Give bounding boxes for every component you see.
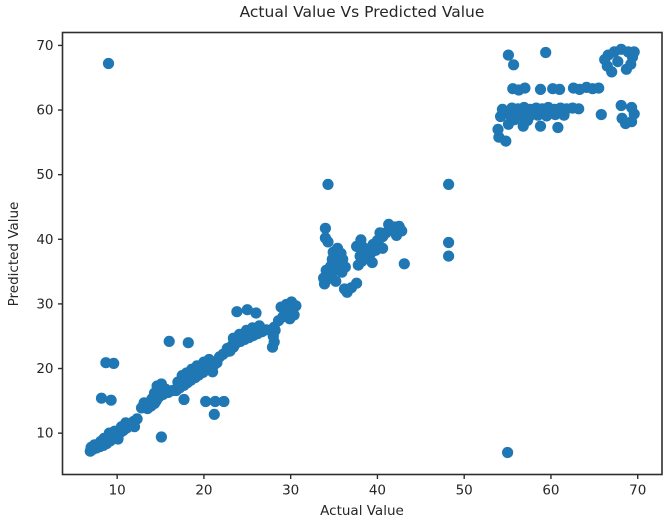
data-point bbox=[612, 56, 624, 68]
data-point bbox=[492, 123, 504, 135]
scatter-points bbox=[84, 43, 640, 459]
data-point bbox=[519, 82, 531, 94]
data-point bbox=[319, 222, 331, 234]
data-point bbox=[377, 242, 389, 254]
data-point bbox=[507, 59, 520, 71]
data-point bbox=[200, 395, 212, 408]
data-point bbox=[573, 103, 585, 115]
data-point bbox=[224, 345, 236, 357]
data-point bbox=[218, 395, 230, 408]
y-tick-label: 70 bbox=[36, 38, 53, 54]
x-tick-label: 70 bbox=[629, 483, 646, 499]
data-point bbox=[209, 395, 221, 408]
x-tick-label: 60 bbox=[542, 483, 559, 499]
y-tick-label: 50 bbox=[36, 167, 53, 183]
data-point bbox=[390, 229, 403, 241]
data-point bbox=[383, 218, 395, 230]
data-point bbox=[593, 82, 605, 94]
data-point bbox=[208, 408, 220, 420]
data-point bbox=[250, 307, 262, 319]
data-point bbox=[290, 300, 302, 312]
data-point bbox=[534, 120, 547, 132]
data-point bbox=[336, 266, 348, 278]
data-point bbox=[241, 304, 253, 316]
data-point bbox=[330, 275, 342, 287]
x-tick-label: 20 bbox=[195, 483, 212, 499]
data-point bbox=[502, 446, 514, 459]
data-point bbox=[540, 46, 552, 59]
data-point bbox=[554, 83, 566, 95]
data-point bbox=[172, 376, 184, 388]
data-point bbox=[128, 421, 141, 433]
data-point bbox=[163, 335, 175, 347]
data-point bbox=[322, 178, 334, 190]
x-axis-label: Actual Value bbox=[320, 503, 404, 519]
data-point bbox=[95, 435, 107, 448]
y-tick-label: 10 bbox=[36, 426, 53, 442]
data-point bbox=[552, 121, 564, 134]
data-point bbox=[85, 441, 97, 453]
data-point bbox=[178, 393, 190, 406]
data-point bbox=[628, 108, 640, 120]
y-tick-label: 60 bbox=[36, 103, 53, 119]
chart-title: Actual Value Vs Predicted Value bbox=[239, 3, 485, 21]
data-point bbox=[620, 118, 632, 130]
data-point bbox=[108, 357, 120, 369]
data-point bbox=[606, 66, 618, 78]
data-point bbox=[318, 272, 330, 284]
data-point bbox=[496, 103, 508, 115]
y-tick-label: 40 bbox=[36, 232, 53, 248]
data-point bbox=[155, 431, 167, 443]
data-point bbox=[625, 58, 637, 70]
y-tick-label: 20 bbox=[36, 361, 53, 377]
data-point bbox=[374, 227, 386, 239]
x-tick-label: 30 bbox=[282, 483, 299, 499]
data-point bbox=[102, 57, 115, 70]
data-point bbox=[398, 258, 410, 270]
data-point bbox=[599, 54, 611, 66]
data-point bbox=[95, 392, 108, 404]
data-point bbox=[135, 402, 148, 414]
data-point bbox=[338, 283, 351, 295]
y-tick-label: 30 bbox=[36, 296, 53, 312]
data-point bbox=[182, 337, 194, 349]
data-point bbox=[194, 362, 206, 374]
data-point bbox=[443, 178, 455, 190]
data-point bbox=[105, 394, 117, 406]
data-point bbox=[615, 99, 627, 112]
plot-border bbox=[61, 31, 663, 476]
x-tick-label: 40 bbox=[369, 483, 386, 499]
data-point bbox=[534, 83, 547, 95]
data-point bbox=[502, 49, 514, 61]
data-point bbox=[284, 313, 296, 325]
data-point bbox=[351, 277, 363, 289]
data-point bbox=[155, 378, 167, 390]
data-point bbox=[443, 250, 455, 262]
data-point bbox=[231, 306, 243, 318]
data-point bbox=[595, 109, 607, 121]
data-point bbox=[500, 135, 512, 147]
x-tick-label: 50 bbox=[456, 483, 473, 499]
x-tick-label: 10 bbox=[109, 483, 126, 499]
data-point bbox=[351, 240, 363, 252]
y-axis-label: Predicted Value bbox=[6, 201, 22, 307]
data-point bbox=[207, 366, 219, 378]
data-point bbox=[319, 232, 331, 244]
data-point bbox=[115, 421, 128, 433]
data-point bbox=[628, 46, 640, 58]
data-point bbox=[443, 236, 455, 249]
data-point bbox=[253, 320, 265, 332]
data-point bbox=[366, 256, 378, 269]
